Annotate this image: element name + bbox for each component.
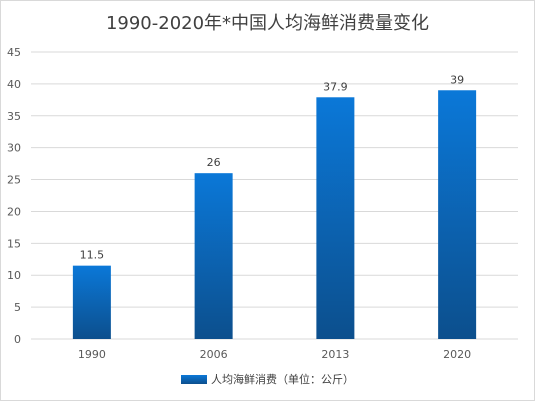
y-tick-label: 35 bbox=[7, 110, 21, 123]
x-axis-ticks: 1990 2006 2013 2020 bbox=[78, 348, 471, 361]
data-label: 11.5 bbox=[80, 249, 105, 262]
bars bbox=[72, 90, 477, 340]
y-axis-ticks: 0 5 10 15 20 25 30 35 40 45 bbox=[7, 46, 21, 346]
legend-label: 人均海鲜消费（单位：公斤） bbox=[211, 373, 354, 386]
y-tick-label: 45 bbox=[7, 46, 21, 59]
x-tick-label: 2006 bbox=[200, 348, 228, 361]
y-tick-label: 0 bbox=[14, 333, 21, 346]
bar bbox=[316, 97, 355, 339]
y-tick-label: 25 bbox=[7, 174, 21, 187]
y-tick-label: 15 bbox=[7, 237, 21, 250]
gridlines bbox=[31, 51, 518, 340]
legend-swatch bbox=[181, 374, 207, 384]
data-label: 39 bbox=[450, 73, 464, 86]
y-tick-label: 40 bbox=[7, 78, 21, 91]
y-tick-label: 10 bbox=[7, 269, 21, 282]
x-tick-label: 1990 bbox=[78, 348, 106, 361]
chart-title: 1990-2020年*中国人均海鲜消费量变化 bbox=[105, 13, 430, 34]
x-tick-label: 2020 bbox=[443, 348, 471, 361]
bar bbox=[438, 90, 477, 340]
y-tick-label: 5 bbox=[14, 301, 21, 314]
bar bbox=[194, 173, 233, 339]
y-tick-label: 30 bbox=[7, 142, 21, 155]
data-labels: 11.5 26 37.9 39 bbox=[80, 73, 465, 261]
data-label: 26 bbox=[207, 156, 221, 169]
legend: 人均海鲜消费（单位：公斤） bbox=[1, 371, 534, 387]
x-tick-label: 2013 bbox=[321, 348, 349, 361]
data-label: 37.9 bbox=[323, 80, 348, 93]
y-tick-label: 20 bbox=[7, 205, 21, 218]
bar bbox=[72, 265, 111, 339]
